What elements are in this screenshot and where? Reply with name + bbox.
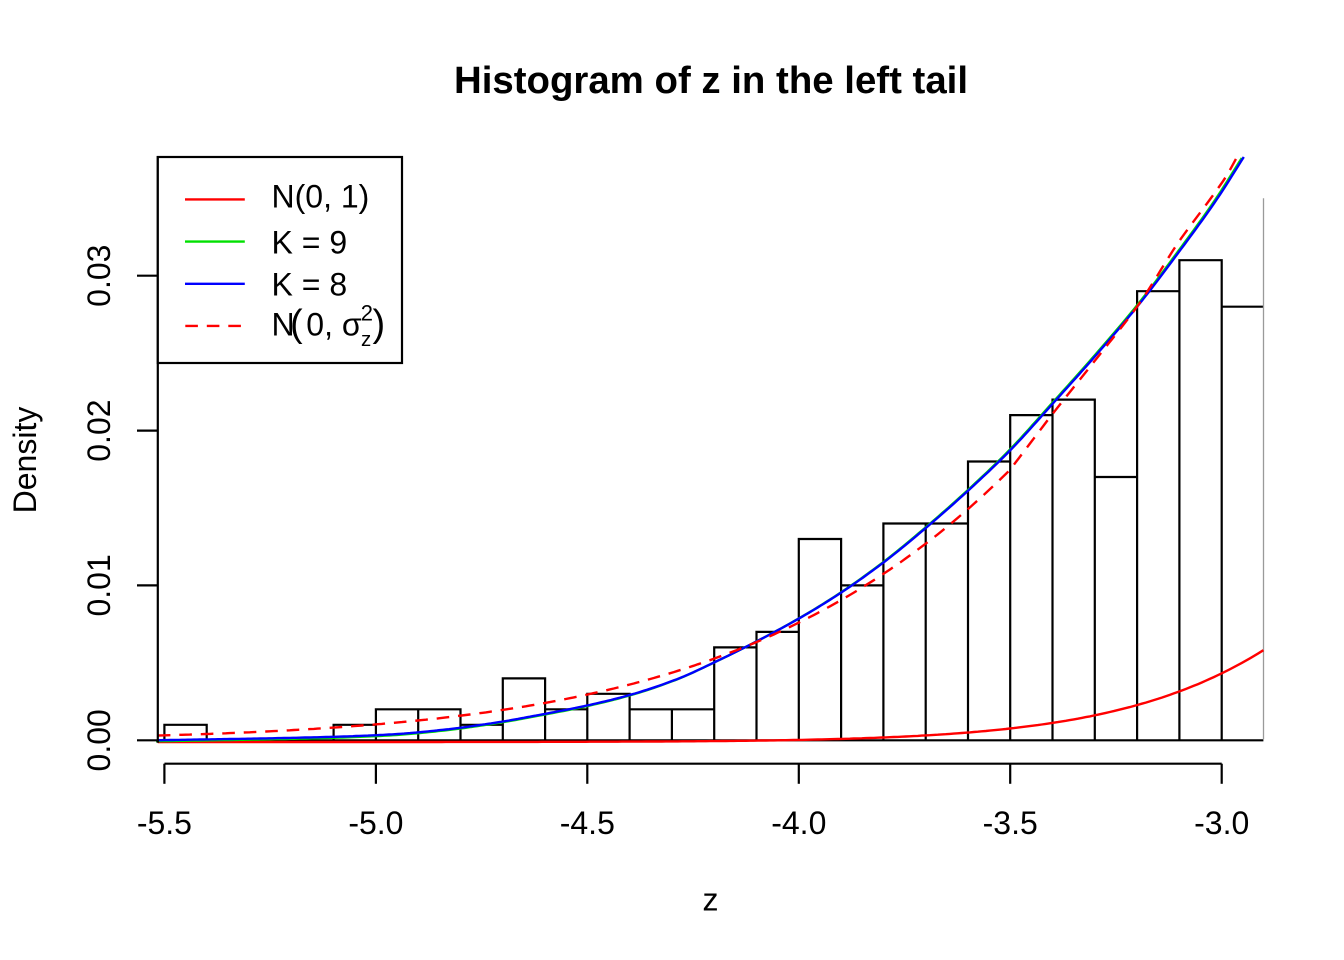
svg-text:-4.5: -4.5 xyxy=(560,805,615,841)
svg-text:-4.0: -4.0 xyxy=(771,805,826,841)
svg-text:N: N xyxy=(272,307,295,343)
svg-text:Density: Density xyxy=(7,407,43,514)
svg-text:0, σ: 0, σ xyxy=(306,307,362,343)
svg-text:N(0, 1): N(0, 1) xyxy=(272,179,370,215)
svg-text:(: ( xyxy=(290,303,303,345)
svg-text:0.00: 0.00 xyxy=(81,709,117,771)
svg-text:-3.5: -3.5 xyxy=(983,805,1038,841)
svg-text:0.02: 0.02 xyxy=(81,399,117,461)
svg-text:z: z xyxy=(703,882,719,918)
svg-text:0.03: 0.03 xyxy=(81,245,117,307)
svg-text:): ) xyxy=(373,303,386,345)
svg-text:K = 8: K = 8 xyxy=(272,267,348,303)
svg-text:K = 9: K = 9 xyxy=(272,225,348,261)
svg-text:Histogram of z in the left tai: Histogram of z in the left tail xyxy=(454,59,968,102)
svg-text:0.01: 0.01 xyxy=(81,554,117,616)
svg-text:2: 2 xyxy=(361,300,373,325)
svg-text:z: z xyxy=(361,328,371,351)
svg-text:-5.0: -5.0 xyxy=(348,805,403,841)
svg-text:-3.0: -3.0 xyxy=(1194,805,1249,841)
svg-text:-5.5: -5.5 xyxy=(137,805,192,841)
